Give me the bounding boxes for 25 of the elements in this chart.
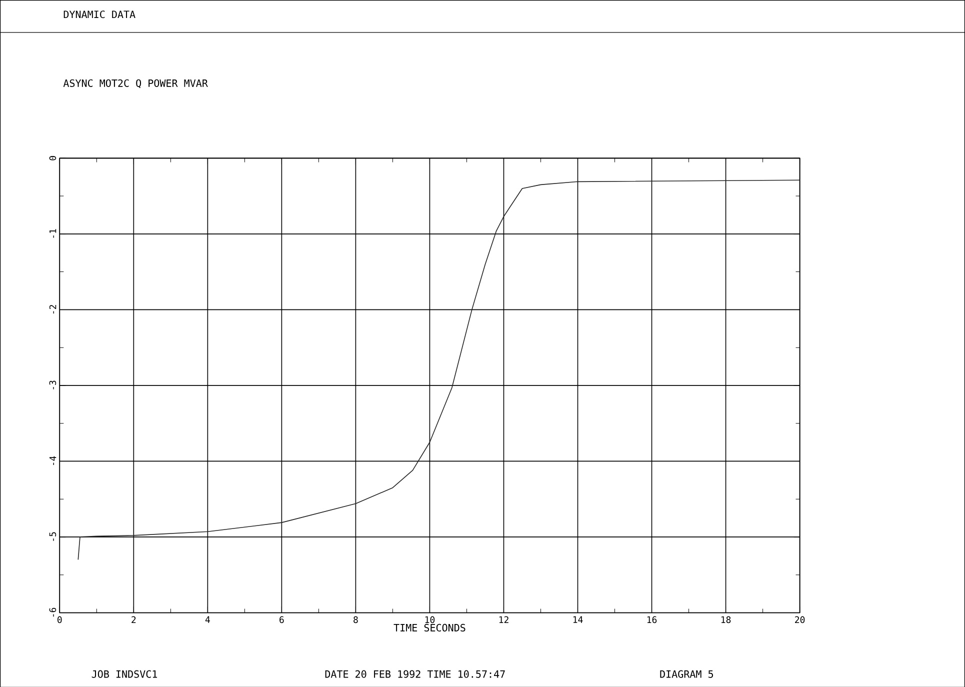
- y-tick-label: -3: [49, 380, 56, 390]
- y-tick-label: -6: [49, 608, 56, 616]
- x-tick-label: 10: [425, 616, 435, 623]
- x-tick-label: 20: [795, 616, 805, 623]
- x-tick-label: 4: [205, 616, 210, 623]
- x-tick-label: 0: [58, 616, 62, 623]
- y-tick-label: -1: [50, 228, 56, 238]
- y-tick-label: 0: [49, 156, 56, 160]
- x-tick-label: 8: [354, 616, 358, 623]
- x-tick-label: 14: [573, 616, 583, 623]
- text: DATE 20 FEB 1992 TIME 10.57:47: [325, 670, 505, 678]
- line-series: [78, 180, 800, 560]
- x-axis-title: TIME SECONDS: [394, 624, 466, 632]
- x-tick-label: 16: [647, 616, 657, 623]
- x-tick-label: 12: [499, 616, 508, 623]
- y-tick-label: -2: [49, 304, 56, 314]
- chart-subtitle: ASYNC MOT2C Q POWER MVAR: [63, 79, 208, 88]
- x-tick-label: 6: [280, 616, 284, 623]
- x-tick-label: 18: [721, 616, 731, 623]
- y-tick-label: -5: [49, 532, 56, 541]
- text: JOB INDSVC1: [92, 670, 158, 678]
- y-tick-label: -4: [50, 456, 56, 465]
- x-tick-label: 2: [132, 616, 136, 623]
- chart-title: DYNAMIC DATA: [64, 10, 136, 18]
- text: DIAGRAM 5: [660, 670, 713, 678]
